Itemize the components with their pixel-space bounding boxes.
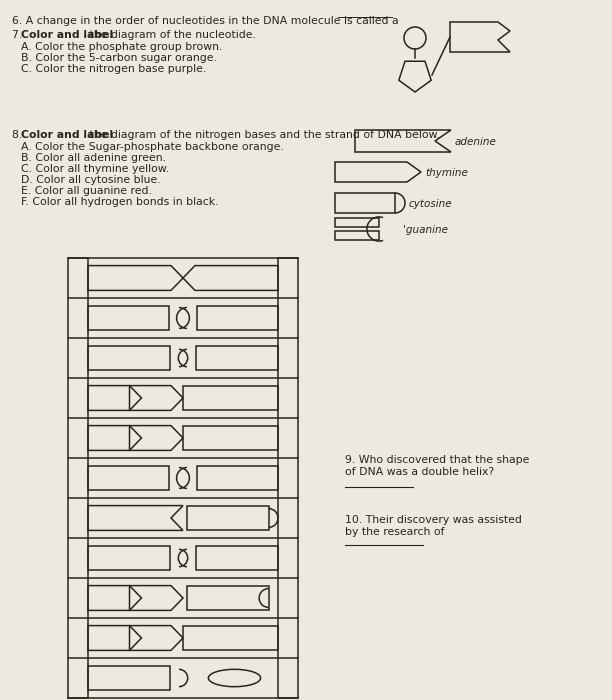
Text: E. Color all guanine red.: E. Color all guanine red. <box>21 186 152 196</box>
Text: A. Color the phosphate group brown.: A. Color the phosphate group brown. <box>21 42 222 52</box>
Bar <box>198 306 278 330</box>
Text: C. Color all thymine yellow.: C. Color all thymine yellow. <box>21 164 169 174</box>
Bar <box>68 258 88 698</box>
Bar <box>335 218 379 227</box>
Text: 8.: 8. <box>12 130 26 140</box>
Bar <box>88 306 168 330</box>
Bar <box>88 545 170 570</box>
Bar <box>335 193 395 213</box>
Text: Color and label: Color and label <box>21 130 113 140</box>
Bar <box>183 386 278 410</box>
Bar <box>183 426 278 450</box>
Bar <box>198 466 278 491</box>
Bar <box>196 545 278 570</box>
Text: B. Color the 5-carbon sugar orange.: B. Color the 5-carbon sugar orange. <box>21 53 217 63</box>
Text: B. Color all adenine green.: B. Color all adenine green. <box>21 153 166 163</box>
Bar <box>278 258 298 698</box>
Bar <box>187 505 269 531</box>
Text: D. Color all cytosine blue.: D. Color all cytosine blue. <box>21 175 160 185</box>
Text: the diagram of the nucleotide.: the diagram of the nucleotide. <box>86 30 256 40</box>
Bar <box>88 666 170 690</box>
Text: F. Color all hydrogen bonds in black.: F. Color all hydrogen bonds in black. <box>21 197 218 207</box>
Text: the diagram of the nitrogen bases and the strand of DNA below.: the diagram of the nitrogen bases and th… <box>86 130 440 140</box>
Text: 'guanine: 'guanine <box>403 225 448 235</box>
Text: thymine: thymine <box>425 168 468 178</box>
Text: 7.: 7. <box>12 30 26 40</box>
Bar <box>183 626 278 650</box>
Text: cytosine: cytosine <box>409 199 453 209</box>
Bar <box>187 586 269 610</box>
Text: 10. Their discovery was assisted
by the research of: 10. Their discovery was assisted by the … <box>345 515 522 537</box>
Text: Color and label: Color and label <box>21 30 113 40</box>
Text: adenine: adenine <box>455 137 497 147</box>
Text: C. Color the nitrogen base purple.: C. Color the nitrogen base purple. <box>21 64 206 74</box>
Text: 9. Who discovered that the shape
of DNA was a double helix?: 9. Who discovered that the shape of DNA … <box>345 455 529 477</box>
Bar <box>196 346 278 370</box>
Bar <box>88 466 168 491</box>
Bar <box>88 346 170 370</box>
Bar <box>335 231 379 240</box>
Text: A. Color the Sugar-phosphate backbone orange.: A. Color the Sugar-phosphate backbone or… <box>21 142 284 152</box>
Text: 6. A change in the order of nucleotides in the DNA molecule is called a: 6. A change in the order of nucleotides … <box>12 16 398 26</box>
